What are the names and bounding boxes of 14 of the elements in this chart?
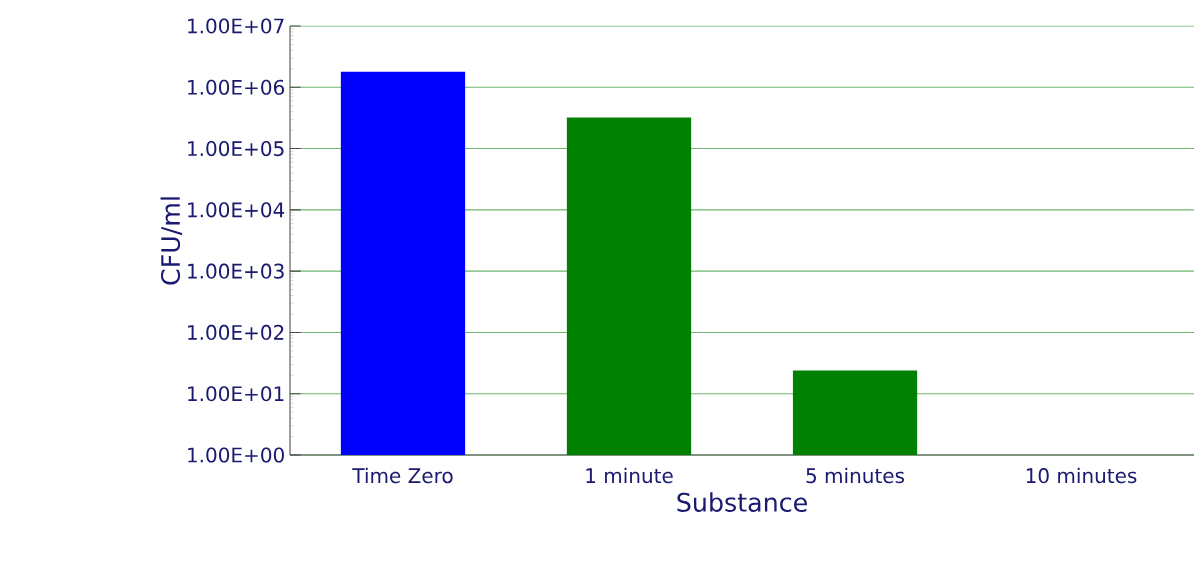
y-tick-label: 1.00E+07 — [188, 18, 284, 34]
y-axis-title: CFU/ml — [160, 197, 183, 285]
y-tick-label: 1.00E+03 — [188, 263, 284, 279]
x-tick-label: Time Zero — [352, 467, 453, 484]
y-tick-label: 1.00E+02 — [188, 324, 284, 340]
y-tick-label: 1.00E+01 — [188, 386, 284, 402]
y-tick-label: 1.00E+05 — [188, 141, 284, 157]
x-tick-label: 10 minutes — [1026, 467, 1137, 484]
y-tick-label: 1.00E+00 — [188, 447, 284, 463]
y-tick-label: 1.00E+04 — [188, 202, 285, 218]
y-tick-label: 1.00E+06 — [188, 79, 285, 95]
x-tick-label: 5 minutes — [806, 467, 905, 484]
x-axis-title: Substance — [677, 492, 807, 512]
x-tick-label: 1 minute — [586, 467, 673, 484]
